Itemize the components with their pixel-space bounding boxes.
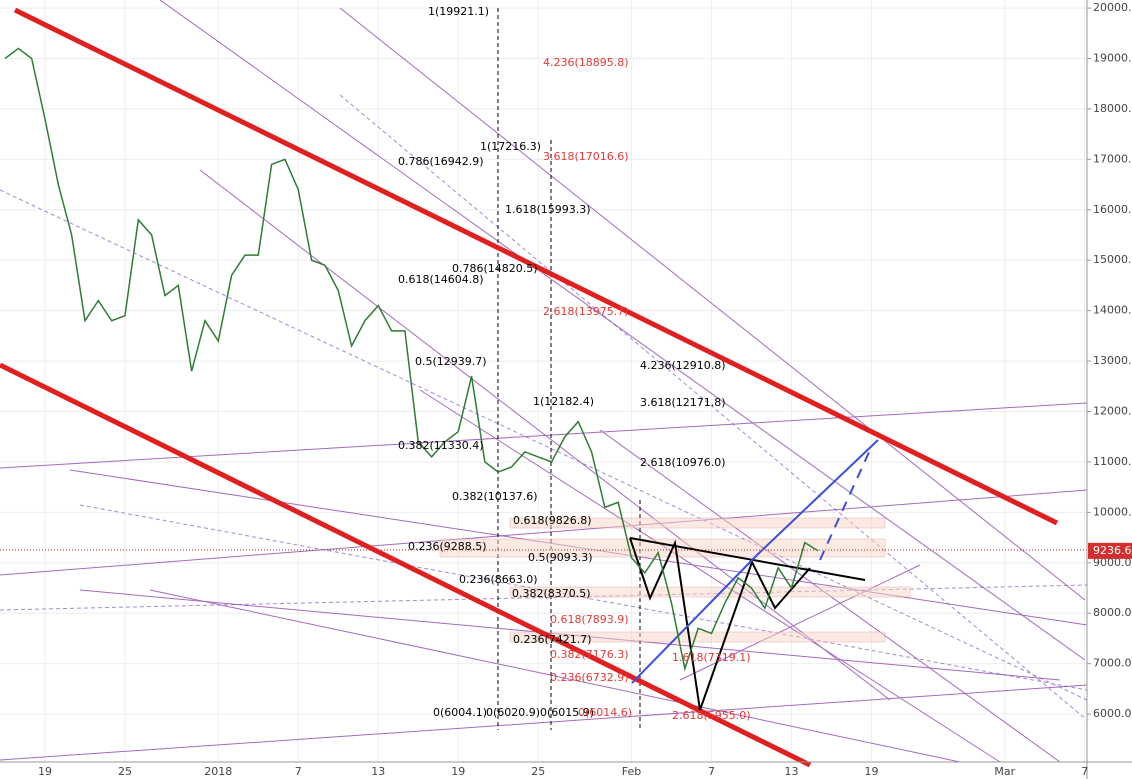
fib-label: 4.236(12910.8) xyxy=(640,359,726,372)
y-tick-label: 13000.0 xyxy=(1093,354,1132,367)
y-tick-label: 11000.0 xyxy=(1093,455,1132,468)
fib-label: 0(6020.9) xyxy=(486,706,540,719)
x-tick-label: Mar xyxy=(994,765,1015,778)
plot-area xyxy=(0,0,1087,762)
y-tick-label: 14000.0 xyxy=(1093,304,1132,317)
x-tick-label: 25 xyxy=(531,765,545,778)
y-tick-label: 16000.0 xyxy=(1093,203,1132,216)
x-tick-label: 2018 xyxy=(204,765,232,778)
drawings xyxy=(0,0,1088,768)
y-tick-label: 9000.0 xyxy=(1093,556,1132,569)
fib-label: 1.618(15993.3) xyxy=(505,203,591,216)
y-tick-label: 12000.0 xyxy=(1093,405,1132,418)
x-tick-label: 19 xyxy=(864,765,878,778)
fib-label: 1.618(7319.1) xyxy=(672,651,751,664)
fib-label: 2.618(13975.7) xyxy=(543,305,629,318)
x-tick-label: 25 xyxy=(118,765,132,778)
fib-label: 0.618(14604.8) xyxy=(398,273,484,286)
x-tick-label: 7 xyxy=(295,765,302,778)
fib-label: 0.236(8663.0) xyxy=(459,573,538,586)
fib-label: 0.618(7893.9) xyxy=(550,613,629,626)
y-tick-label: 15000.0 xyxy=(1093,253,1132,266)
price-line xyxy=(4,47,819,672)
fib-label: 0.786(16942.9) xyxy=(398,155,484,168)
price-tag xyxy=(1088,542,1132,559)
y-tick-label: 7000.0 xyxy=(1093,657,1132,670)
y-tick-label: 17000.0 xyxy=(1093,152,1132,165)
fib-label: 0.236(9288.5) xyxy=(408,540,487,553)
y-tick-label: 6000.0 xyxy=(1093,707,1132,720)
y-tick-label: 19000.0 xyxy=(1093,51,1132,64)
fib-label: 0(6015.9) xyxy=(540,706,594,719)
fib-label: 0(6014.6) xyxy=(578,706,632,719)
fib-label: 1(17216.3) xyxy=(480,140,541,153)
fib-label: 1(12182.4) xyxy=(533,395,594,408)
x-tick-label: 13 xyxy=(371,765,385,778)
price-tag-label: 9236.6 xyxy=(1093,544,1132,557)
fib-label: 0.382(8370.5) xyxy=(512,587,591,600)
fib-label: 1(19921.1) xyxy=(428,5,489,18)
x-tick-label: 7 xyxy=(1081,765,1088,778)
y-tick-label: 8000.0 xyxy=(1093,606,1132,619)
fib-label: 0.5(12939.7) xyxy=(415,355,487,368)
fib-label: 0.236(7421.7) xyxy=(513,633,592,646)
fib-label: 0.236(6732.9) xyxy=(550,671,629,684)
fib-label: 2.618(10976.0) xyxy=(640,456,726,469)
x-tick-label: 19 xyxy=(38,765,52,778)
fib-label: 4.236(18895.8) xyxy=(543,56,629,69)
fib-label: 3.618(17016.6) xyxy=(543,150,629,163)
fib-label: 0.382(7176.3) xyxy=(550,648,629,661)
fib-label: 0.5(9093.3) xyxy=(528,551,593,564)
fib-label: 0(6004.1) xyxy=(433,706,487,719)
fib-label: 0.786(14820.5) xyxy=(452,262,538,275)
fib-label: 3.618(12171.8) xyxy=(640,396,726,409)
x-tick-label: 7 xyxy=(708,765,715,778)
fib-label: 0.618(9826.8) xyxy=(513,514,592,527)
fib-label: 0.382(10137.6) xyxy=(452,490,538,503)
x-tick-label: 13 xyxy=(784,765,798,778)
fib-label: 2.618(5955.0) xyxy=(672,709,751,722)
y-tick-label: 18000.0 xyxy=(1093,102,1132,115)
y-tick-label: 10000.0 xyxy=(1093,505,1132,518)
x-tick-label: Feb xyxy=(622,765,641,778)
fib-label: 0.382(11330.4) xyxy=(398,439,484,452)
x-tick-label: 19 xyxy=(451,765,465,778)
y-tick-label: 20000.0 xyxy=(1093,1,1132,14)
